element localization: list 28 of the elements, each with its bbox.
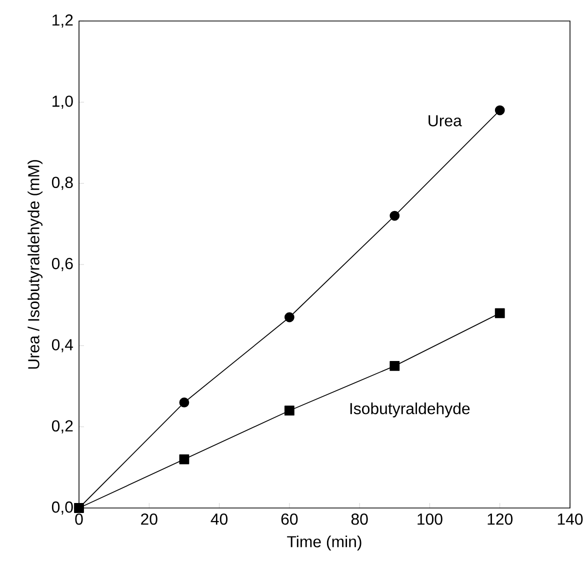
point bbox=[284, 406, 294, 416]
x-axis-title: Time (min) bbox=[287, 536, 362, 550]
x-tick-label: 100 bbox=[418, 514, 442, 525]
y-tick-label: 0,4 bbox=[52, 339, 74, 352]
y-tick-label: 1,2 bbox=[52, 14, 73, 28]
point bbox=[494, 308, 505, 318]
point bbox=[179, 454, 190, 464]
point bbox=[494, 105, 505, 116]
x-tick-label: 40 bbox=[210, 514, 228, 525]
x-tick-label: 140 bbox=[558, 514, 583, 525]
x-tick-label: 0 bbox=[75, 514, 83, 525]
series-label: Urea bbox=[428, 115, 462, 126]
x-tick-label: 80 bbox=[351, 514, 368, 525]
y-tick-label: 1,0 bbox=[52, 96, 73, 109]
y-tick-label: 0,8 bbox=[52, 176, 73, 190]
point bbox=[390, 361, 400, 371]
series-label: Isobutyraldehyde bbox=[350, 402, 470, 418]
y-axis-title: Urea / Isobutyraldehyde (mM) bbox=[28, 160, 43, 369]
x-tick-label: 120 bbox=[488, 514, 513, 525]
point bbox=[390, 210, 400, 221]
y-tick-label: 0,0 bbox=[52, 501, 73, 515]
x-tick-label: 20 bbox=[141, 514, 158, 525]
y-tick-label: 0,6 bbox=[52, 258, 73, 272]
point bbox=[284, 312, 294, 322]
x-tick-label: 60 bbox=[281, 514, 298, 525]
y-tick-label: 0,2 bbox=[52, 420, 73, 434]
point bbox=[74, 503, 84, 513]
point bbox=[179, 398, 190, 408]
